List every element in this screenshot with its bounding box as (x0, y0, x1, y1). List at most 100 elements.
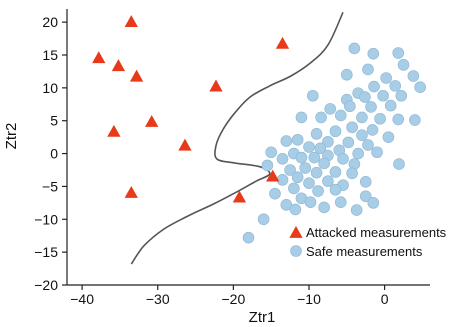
safe-point (289, 203, 302, 216)
tick-labels: −40 −30 −20 −10 0 20 15 10 5 0 −5 −10 −15 −20 (34, 14, 388, 307)
attacked-point (145, 115, 159, 127)
safe-point (299, 162, 312, 174)
x-tick-label: 0 (381, 291, 389, 307)
safe-point (392, 47, 405, 59)
safe-point (322, 175, 334, 187)
safe-point (295, 151, 308, 164)
safe-point (291, 171, 304, 184)
safe-point (303, 177, 315, 189)
attacked-point (129, 69, 144, 82)
attacked-point (232, 190, 247, 203)
safe-point (356, 129, 368, 141)
attacked-point (107, 124, 121, 137)
safe-point (288, 182, 300, 195)
safe-point (324, 103, 336, 115)
safe-point (329, 183, 342, 196)
safe-point (359, 91, 371, 103)
safe-point (257, 213, 270, 226)
y-tick-label: 20 (42, 14, 58, 30)
safe-point (337, 153, 349, 165)
y-tick-label: −20 (34, 277, 58, 293)
safe-point (397, 59, 410, 71)
attacked-point (178, 138, 192, 151)
safe-point (359, 176, 372, 188)
safe-point (276, 174, 289, 186)
y-tick-label: 5 (50, 113, 58, 129)
decision-boundary-curve (130, 11, 344, 265)
safe-point (362, 63, 374, 76)
safe-point (380, 72, 392, 84)
x-axis-title: Ztr1 (249, 309, 276, 326)
legend-attacked-marker (289, 226, 303, 238)
safe-point (362, 139, 374, 151)
safe-point (352, 147, 364, 160)
safe-points-layer (242, 42, 426, 244)
attacked-points-layer (92, 15, 290, 203)
legend-safe-label: Safe measurements (306, 244, 423, 259)
y-tick-label: 10 (42, 80, 58, 96)
safe-point (334, 196, 347, 208)
safe-point (280, 199, 293, 211)
x-tick-label: −40 (70, 291, 94, 307)
legend-attacked-label: Attacked measurements (306, 225, 447, 240)
safe-point (342, 136, 355, 149)
legend: Attacked measurements Safe measurements (289, 225, 447, 259)
safe-point (314, 142, 327, 155)
safe-point (329, 125, 342, 138)
attacked-point (124, 15, 138, 28)
y-tick-label: −5 (42, 178, 58, 194)
safe-point (318, 157, 330, 170)
safe-point (377, 89, 389, 102)
safe-point (304, 196, 317, 208)
safe-point (322, 135, 334, 148)
safe-point (303, 141, 315, 153)
x-tick-label: −20 (222, 291, 246, 307)
safe-point (367, 47, 380, 60)
y-tick-label: −10 (34, 211, 58, 227)
safe-point (284, 164, 296, 176)
safe-point (308, 151, 321, 164)
safe-point (359, 190, 372, 203)
safe-point (392, 113, 405, 126)
safe-point (310, 128, 323, 140)
safe-point (242, 231, 255, 244)
safe-point (329, 166, 342, 178)
safe-point (366, 124, 379, 136)
safe-point (414, 81, 426, 93)
attacked-point (209, 79, 223, 92)
safe-point (407, 70, 420, 82)
attacked-point (92, 51, 106, 64)
safe-point (356, 111, 368, 124)
safe-point (295, 111, 308, 124)
safe-point (265, 146, 277, 159)
safe-point (318, 201, 330, 214)
safe-point (306, 89, 319, 102)
safe-point (367, 197, 380, 209)
safe-point (312, 185, 324, 197)
safe-point (389, 80, 402, 92)
safe-point (291, 133, 304, 146)
safe-point (344, 100, 356, 113)
safe-point (310, 166, 323, 179)
attacked-point (266, 169, 280, 182)
safe-point (384, 99, 397, 112)
safe-point (261, 159, 274, 172)
safe-point (346, 121, 358, 134)
safe-point (371, 146, 383, 159)
safe-point (315, 111, 327, 124)
safe-point (280, 135, 293, 147)
safe-point (368, 80, 380, 93)
safe-point (374, 112, 386, 125)
y-tick-label: −15 (34, 244, 58, 260)
y-tick-label: 15 (42, 47, 58, 63)
safe-point (334, 109, 347, 122)
attacked-point (124, 186, 138, 198)
y-axis-title: Ztr2 (3, 123, 20, 150)
legend-safe-marker (290, 245, 302, 257)
attacked-point (111, 59, 126, 72)
safe-point (393, 158, 405, 170)
safe-point (382, 131, 395, 143)
safe-point (269, 187, 281, 200)
axes (62, 9, 430, 290)
